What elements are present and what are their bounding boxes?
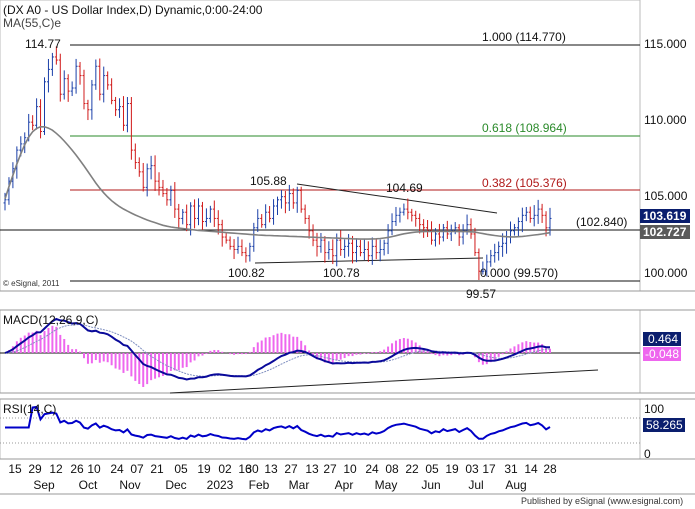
- rsi-label: RSI(14,C): [3, 402, 56, 416]
- publisher-credit: Published by eSignal (www.esignal.com): [521, 496, 683, 506]
- price-series: [3, 46, 552, 280]
- x-day-tick: 22: [405, 462, 419, 476]
- x-month-label: Apr: [335, 478, 354, 492]
- x-day-tick: 07: [130, 462, 144, 476]
- x-day-tick: 26: [70, 462, 84, 476]
- x-month-label: Jun: [421, 478, 440, 492]
- badge-close-text: 103.619: [643, 209, 687, 223]
- rsi-line: [5, 405, 551, 441]
- x-month-label: Dec: [165, 478, 186, 492]
- price-tick: 100.000: [644, 266, 688, 280]
- x-month-label: Sep: [33, 478, 55, 492]
- x-day-tick: 08: [385, 462, 399, 476]
- fib-label-100: 1.000 (114.770): [482, 30, 566, 44]
- ma-line: [4, 126, 551, 240]
- x-day-tick: 14: [524, 462, 538, 476]
- x-day-tick: 13: [305, 462, 319, 476]
- rsi-panel: [0, 398, 641, 460]
- annotation-100-82: 100.82: [228, 266, 265, 280]
- x-day-tick: 05: [174, 462, 188, 476]
- annotation-114-77: 114.77: [25, 37, 61, 51]
- x-day-tick: 31: [504, 462, 518, 476]
- x-day-tick: 17: [482, 462, 496, 476]
- x-day-tick: 10: [87, 462, 101, 476]
- badge-ma: [640, 225, 690, 239]
- macd-line: [4, 317, 550, 381]
- x-day-tick: 27: [323, 462, 337, 476]
- macd-value: 0.464: [648, 332, 678, 346]
- x-day-tick: 19: [197, 462, 211, 476]
- price-panel: [0, 0, 641, 292]
- annotation-99-57: 99.57: [466, 287, 496, 301]
- x-day-tick: 03: [465, 462, 479, 476]
- x-day-tick: 19: [445, 462, 459, 476]
- macd-value-badge: [643, 332, 681, 346]
- annotation-100-78: 100.78: [323, 266, 360, 280]
- x-day-tick: 15: [8, 462, 22, 476]
- x-day-tick: 29: [28, 462, 42, 476]
- annotation-105-88: 105.88: [250, 174, 287, 188]
- macd-label: MACD(12,26,9,C): [3, 313, 98, 327]
- price-tick: 105.000: [644, 189, 688, 203]
- x-day-tick: 10: [343, 462, 357, 476]
- badge-ma-text: 102.727: [643, 225, 687, 239]
- x-day-tick: 27: [284, 462, 298, 476]
- x-month-label: Oct: [79, 478, 98, 492]
- x-day-tick: 05: [425, 462, 439, 476]
- x-day-tick: 12: [49, 462, 63, 476]
- rsi-lower-tick: 0: [644, 447, 651, 461]
- macd-signal-line: [4, 323, 551, 377]
- trendline-lower: [254, 257, 484, 264]
- price-tick: 110.000: [644, 113, 687, 127]
- x-month-label: Aug: [505, 478, 526, 492]
- fib-label-382: 0.382 (105.376): [482, 176, 567, 190]
- annotation-104-69: 104.69: [386, 181, 423, 195]
- fib-label-618: 0.618 (108.964): [482, 121, 567, 135]
- macd-hist-badge: [643, 347, 681, 361]
- price-tick: 115.000: [644, 37, 687, 51]
- x-month-label: Mar: [289, 478, 310, 492]
- ma-label: MA(55,C)e: [3, 16, 61, 30]
- x-month-label: May: [375, 478, 398, 492]
- rsi-upper-tick: 100: [644, 402, 664, 416]
- x-day-tick: 24: [110, 462, 124, 476]
- rsi-value-badge: [643, 418, 685, 432]
- copyright: © eSignal, 2011: [3, 279, 60, 288]
- rsi-value: 58.265: [646, 418, 683, 432]
- x-day-tick: 30: [245, 462, 259, 476]
- fib-label-0: 0.000 (99.570): [480, 266, 558, 280]
- macd-hist-value: -0.048: [645, 347, 679, 361]
- x-month-label: Nov: [119, 478, 140, 492]
- price-axis: 115.000 110.000 105.000 100.000: [644, 37, 688, 280]
- x-day-tick: 16: [238, 462, 252, 476]
- x-month-label: Jul: [468, 478, 483, 492]
- x-month-label: 2023: [207, 478, 234, 492]
- x-day-tick: 24: [365, 462, 379, 476]
- chart-title: (DX A0 - US Dollar Index,D) Dynamic,0:00…: [3, 3, 263, 17]
- macd-trendline: [169, 369, 599, 394]
- trendline-upper: [296, 183, 498, 214]
- x-month-label: Feb: [249, 478, 270, 492]
- x-day-tick: 13: [264, 462, 278, 476]
- x-day-tick: 28: [543, 462, 557, 476]
- x-day-tick: 02: [218, 462, 232, 476]
- badge-close: [640, 209, 690, 223]
- x-day-tick: 21: [150, 462, 164, 476]
- level-label: (102.840): [576, 215, 627, 229]
